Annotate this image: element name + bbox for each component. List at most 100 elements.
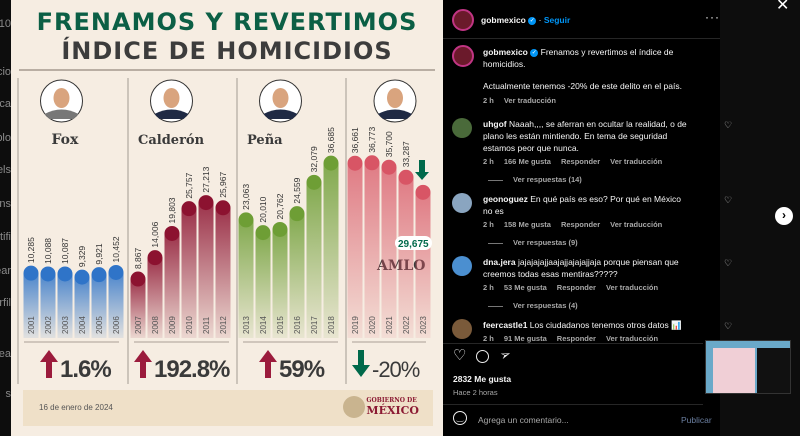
close-icon[interactable]: ✕ (776, 0, 790, 14)
commenter-avatar[interactable] (452, 256, 472, 276)
bar-cap (215, 200, 231, 216)
value-label: 14,006 (150, 221, 160, 247)
caption-username[interactable]: gobmexico (483, 47, 528, 57)
background-menu-fragment: ns (0, 198, 11, 210)
bar (108, 272, 124, 338)
value-label: 20,010 (258, 196, 268, 222)
translate-link[interactable]: Ver traducción (503, 96, 556, 105)
account-username[interactable]: gobmexico (481, 15, 526, 25)
year-label: 2007 (134, 316, 143, 334)
bar-cap (181, 201, 197, 217)
value-label: 36,773 (367, 126, 377, 152)
account-avatar[interactable] (452, 9, 474, 31)
commenter-username[interactable]: geonoguez (483, 194, 528, 204)
comment-likes[interactable]: 91 Me gusta (503, 334, 547, 343)
background-menu-fragment: /10 (0, 18, 11, 30)
commenter-username[interactable]: uhgof (483, 119, 507, 129)
like-comment-icon[interactable]: ♡ (724, 321, 733, 331)
year-label: 2021 (385, 316, 394, 334)
translate-link[interactable]: Ver traducción (605, 334, 659, 343)
portrait-suit (154, 109, 189, 119)
year-label: 2009 (168, 316, 177, 334)
comment-likes[interactable]: 158 Me gusta (503, 220, 551, 229)
divider (443, 38, 720, 39)
bar (147, 257, 163, 338)
bar (198, 202, 214, 338)
translate-link[interactable]: Ver traducción (610, 157, 663, 166)
caption: gobmexico ✓ Frenamos y revertimos el índ… (443, 45, 720, 106)
comment-icon[interactable] (476, 350, 489, 363)
caption-text-2: Actualmente tenemos -20% de este delito … (483, 81, 682, 91)
bar (415, 192, 431, 338)
value-label: 10,088 (43, 238, 53, 264)
comment-text: Naaah,,,, se aferran en ocultar la reali… (483, 119, 687, 153)
like-comment-icon[interactable]: ♡ (724, 120, 733, 130)
commenter-username[interactable]: feercastle1 (483, 320, 528, 330)
caption-text: Frenamos y revertimos el índice de homic… (483, 47, 674, 69)
change-percent: 192.8% (154, 356, 230, 383)
value-label: 25,757 (184, 172, 194, 198)
bar (57, 273, 73, 338)
value-label: 23,063 (241, 184, 251, 210)
reply-button[interactable]: Responder (556, 334, 596, 343)
thumbnail-preview[interactable] (705, 340, 791, 394)
bar-cap (91, 267, 107, 283)
share-icon[interactable]: ➢ (497, 345, 513, 364)
translate-link[interactable]: Ver traducción (610, 220, 663, 229)
comment-input[interactable]: Agrega un comentario... (478, 415, 569, 425)
portrait-face (272, 88, 289, 108)
view-replies-button[interactable]: Ver respuestas (4) (488, 301, 690, 311)
year-label: 2006 (112, 316, 121, 334)
portrait-face (53, 88, 70, 108)
comment-likes[interactable]: 53 Me gusta (503, 283, 547, 292)
commenter-avatar[interactable] (452, 193, 472, 213)
logo-line2: MÉXICO (366, 403, 419, 417)
year-label: 2013 (242, 316, 251, 334)
next-post-button[interactable]: › (775, 207, 793, 225)
bar-cap (306, 174, 322, 190)
comment-time: 2 h (483, 283, 494, 292)
bar (272, 229, 288, 338)
view-replies-button[interactable]: Ver respuestas (14) (488, 175, 690, 185)
bar (347, 163, 363, 338)
bar-cap (323, 155, 339, 171)
arrow-up-icon (259, 350, 277, 378)
like-icon[interactable]: ♡ (453, 347, 467, 364)
follow-button[interactable]: Seguir (543, 15, 571, 25)
more-options-icon[interactable]: ··· (705, 10, 720, 24)
year-label: 2003 (61, 316, 70, 334)
change-percent: -20% (372, 357, 420, 382)
comment-likes[interactable]: 166 Me gusta (503, 157, 551, 166)
year-label: 2004 (78, 316, 87, 334)
seal-icon (343, 396, 365, 418)
view-replies-button[interactable]: Ver respuestas (9) (488, 238, 690, 248)
year-label: 2008 (151, 316, 160, 334)
arrow-up-icon (134, 350, 152, 378)
reply-button[interactable]: Responder (556, 283, 596, 292)
like-comment-icon[interactable]: ♡ (724, 258, 733, 268)
commenter-username[interactable]: dna.jera (483, 257, 516, 267)
bar-cap (164, 225, 180, 241)
value-label: 19,803 (167, 197, 177, 223)
comment-time: 2 h (483, 157, 494, 166)
bar-cap (147, 250, 163, 266)
reply-button[interactable]: Responder (560, 220, 601, 229)
background-menu-fragment: ear (0, 265, 11, 277)
comment-text: jajajajajjaajajjajajajjaja porque piensa… (483, 257, 679, 279)
like-count[interactable]: 2832 Me gusta (453, 374, 512, 384)
translate-link[interactable]: Ver traducción (605, 283, 659, 292)
commenter-avatar[interactable] (452, 319, 472, 339)
year-label: 2017 (310, 316, 319, 334)
comment-time: 2 h (483, 220, 494, 229)
value-label: 36,661 (350, 127, 360, 153)
background-menu-fragment: sca (0, 98, 11, 110)
like-comment-icon[interactable]: ♡ (724, 195, 733, 205)
commenter-avatar[interactable] (452, 118, 472, 138)
thumbnail-image (713, 348, 755, 393)
publish-button[interactable]: Publicar (681, 415, 712, 425)
bar-cap (40, 266, 56, 282)
value-label: 9,329 (77, 246, 87, 268)
reply-button[interactable]: Responder (560, 157, 601, 166)
emoji-icon[interactable]: ‿ (453, 411, 467, 425)
bar-cap (130, 271, 146, 287)
